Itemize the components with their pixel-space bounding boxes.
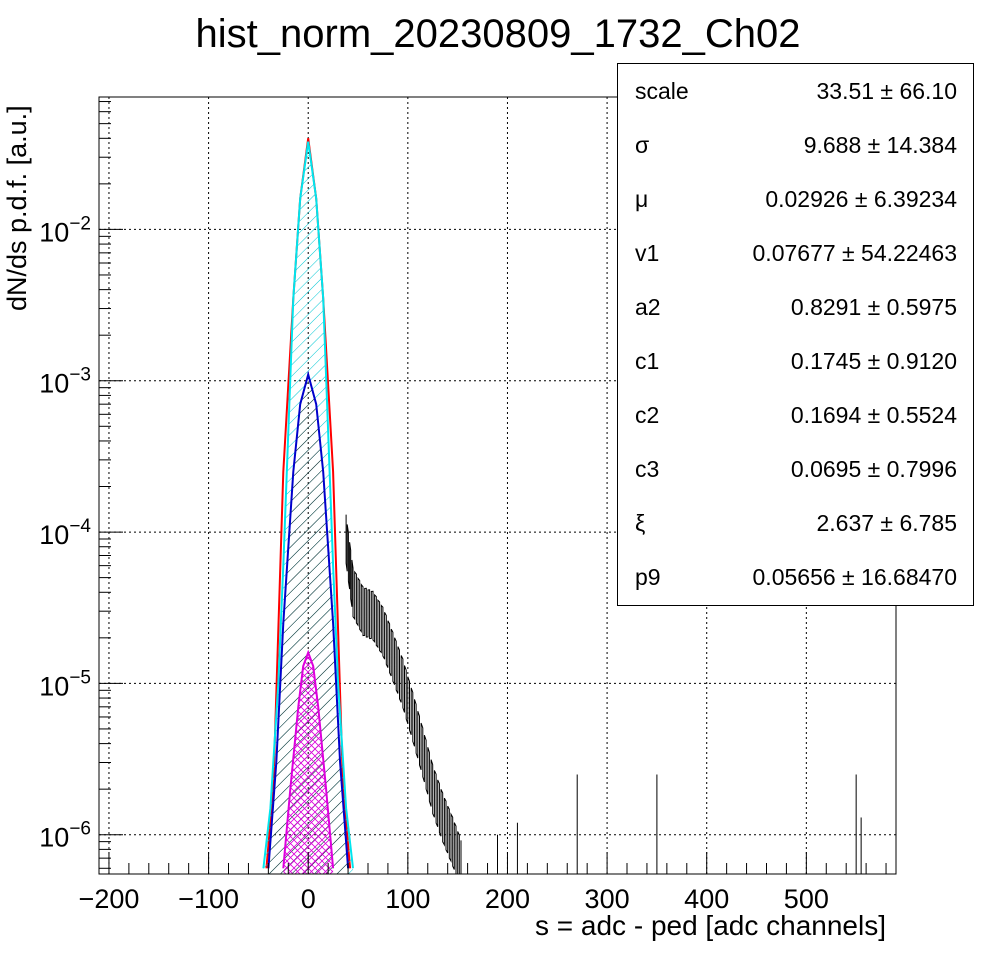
x-tick-label: 300 (585, 884, 630, 914)
x-tick-label: −100 (178, 884, 239, 914)
component-2-fill (268, 374, 349, 874)
series-layer (262, 138, 862, 874)
axis-ticks: −200 −100 0 100 200 300 400 500 10−6 10−5 10−4 10−3… (39, 101, 887, 914)
x-tick-label: 500 (784, 884, 829, 914)
stat-name: p9 (635, 564, 661, 590)
x-tick-label: 200 (485, 884, 530, 914)
component-2-line (267, 370, 350, 869)
stat-value: 33.51 ± 66.10 (816, 78, 957, 104)
stat-name: c3 (635, 456, 660, 482)
component-3-line (282, 649, 335, 869)
fit-total-line (265, 138, 352, 869)
stat-value: 0.07677 ± 54.22463 (752, 240, 957, 266)
x-axis-label: s = adc - ped [adc channels] (535, 910, 886, 941)
stat-row: ξ 2.637 ± 6.785 (618, 496, 973, 550)
x-tick-label: 0 (301, 884, 316, 914)
stat-row: p9 0.05656 ± 16.68470 (618, 550, 973, 604)
stat-name: c2 (635, 402, 660, 428)
stat-name: c1 (635, 348, 660, 374)
stat-name: v1 (635, 240, 660, 266)
data-tail-line (345, 514, 462, 874)
stat-name: scale (635, 78, 689, 104)
stat-value: 0.02926 ± 6.39234 (765, 186, 957, 212)
stat-name: a2 (635, 294, 661, 320)
y-tick-label: 10−3 (39, 365, 91, 399)
stat-value: 2.637 ± 6.785 (816, 510, 957, 536)
stat-row: μ 0.02926 ± 6.39234 (618, 172, 973, 226)
stat-row: σ 9.688 ± 14.384 (618, 118, 973, 172)
fit-parameters-box: scale 33.51 ± 66.10 σ 9.688 ± 14.384 μ 0.0292… (617, 63, 974, 606)
stat-row: c2 0.1694 ± 0.5524 (618, 388, 973, 442)
y-tick-label: 10−2 (39, 213, 91, 247)
stat-row: c3 0.0695 ± 0.7996 (618, 442, 973, 496)
stat-row: v1 0.07677 ± 54.22463 (618, 226, 973, 280)
stat-value: 0.05656 ± 16.68470 (752, 564, 957, 590)
stat-row: c1 0.1745 ± 0.9120 (618, 334, 973, 388)
y-axis-label: dN/ds p.d.f. [a.u.] (2, 105, 32, 311)
stat-value: 0.8291 ± 0.5975 (790, 294, 957, 320)
component-3-fill (283, 652, 334, 874)
stat-name: μ (635, 186, 649, 212)
x-tick-label: 400 (684, 884, 729, 914)
stat-value: 0.0695 ± 0.7996 (790, 456, 957, 482)
x-tick-label: 100 (385, 884, 430, 914)
stat-value: 0.1694 ± 0.5524 (790, 402, 957, 428)
x-tick-label: −200 (79, 884, 140, 914)
y-tick-label: 10−6 (39, 819, 91, 853)
stat-row: a2 0.8291 ± 0.5975 (618, 280, 973, 334)
stat-row: scale 33.51 ± 66.10 (618, 64, 973, 118)
stat-value: 9.688 ± 14.384 (803, 132, 957, 158)
y-tick-label: 10−5 (39, 667, 91, 701)
stat-name: σ (635, 132, 650, 158)
stat-value: 0.1745 ± 0.9120 (790, 348, 957, 374)
component-1-line (262, 141, 354, 869)
y-tick-label: 10−4 (39, 516, 91, 550)
chart-title: hist_norm_20230809_1732_Ch02 (195, 12, 801, 56)
stat-name: ξ (635, 510, 646, 536)
